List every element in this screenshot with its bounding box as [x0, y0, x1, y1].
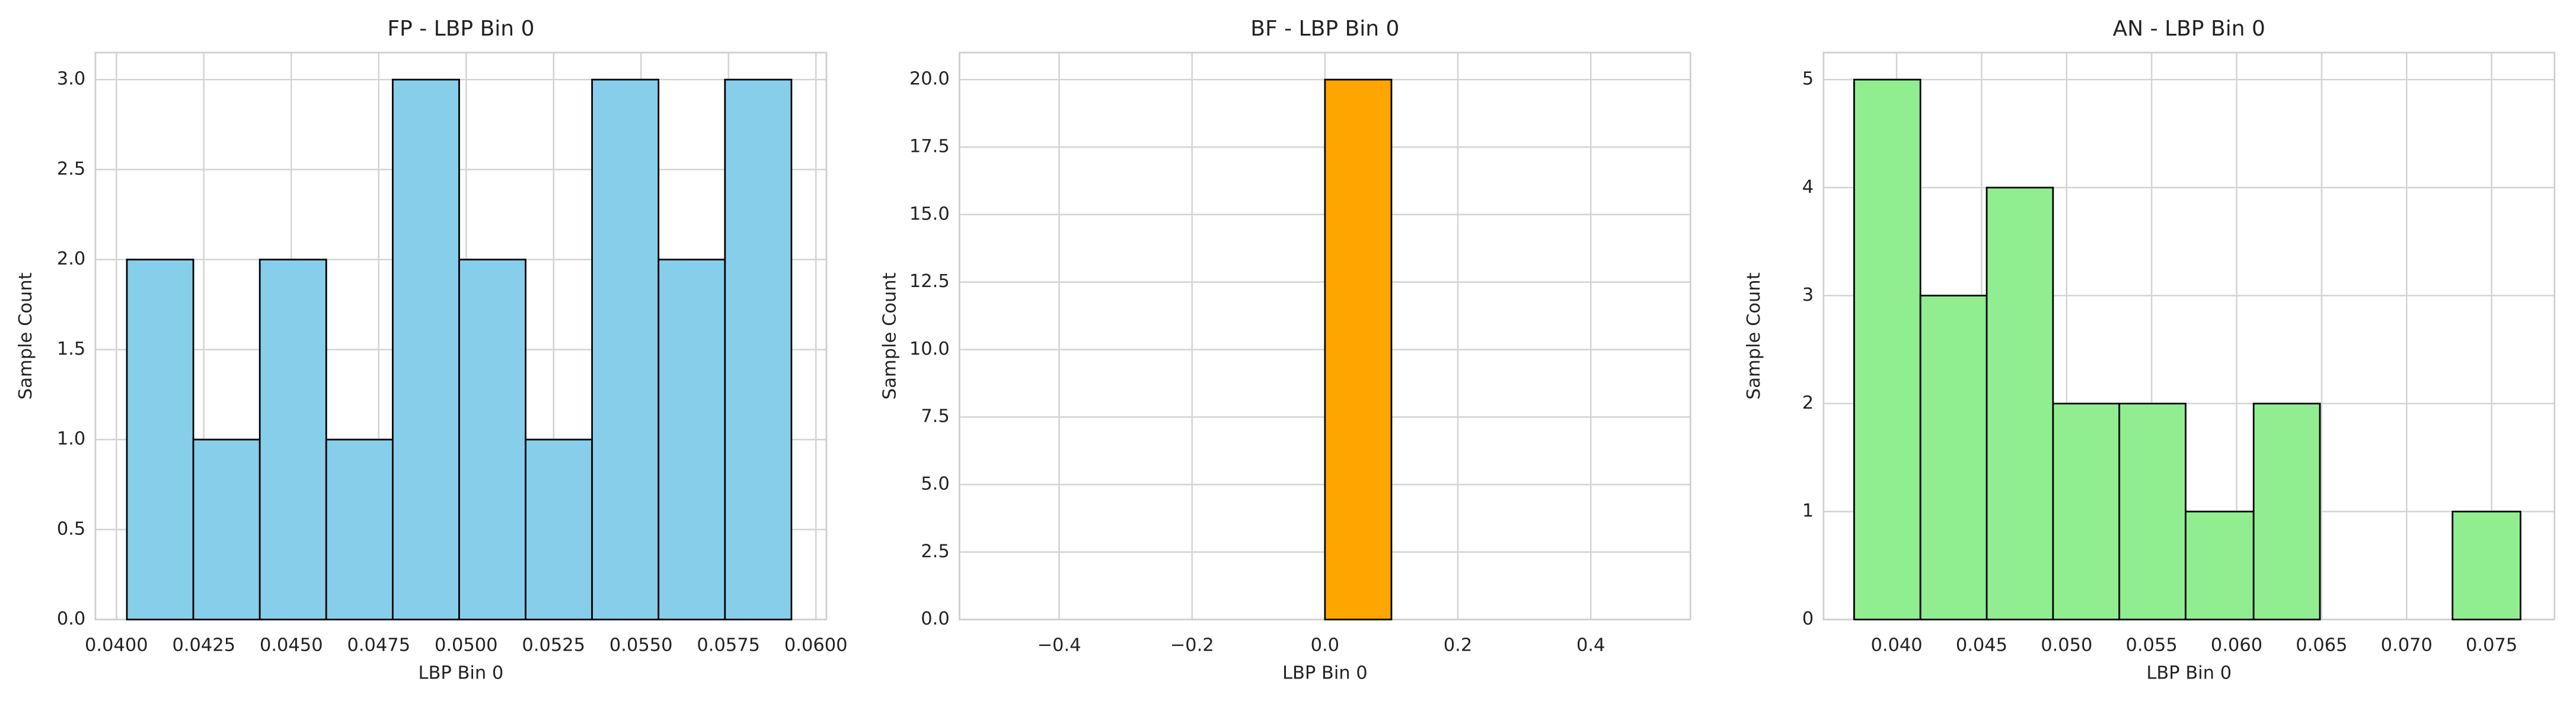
x-tick-label: 0.0525: [522, 635, 585, 655]
histogram-bar: [391, 78, 460, 620]
x-tick-label: 0.0550: [609, 635, 673, 655]
x-tick-label: 0.0425: [172, 635, 235, 655]
y-tick-label: 2.5: [921, 541, 949, 562]
x-tick-label: −0.2: [1170, 635, 1214, 655]
y-tick-label: 3.0: [57, 69, 85, 90]
y-tick-label: 12.5: [909, 271, 950, 292]
histogram-bar: [2185, 511, 2255, 620]
histogram-bar: [724, 78, 793, 620]
histogram-bar: [325, 438, 394, 620]
chart-title: BF - LBP Bin 0: [1250, 17, 1399, 41]
x-tick-label: 0.0: [1311, 635, 1339, 655]
y-tick-label: 5: [1802, 69, 1814, 90]
y-tick-label: 0.5: [57, 518, 85, 539]
histogram-bar: [591, 78, 660, 620]
histogram-bar: [126, 259, 194, 620]
y-tick-label: 20.0: [909, 69, 950, 90]
histogram-bar: [2118, 403, 2186, 620]
y-tick-label: 10.0: [909, 339, 950, 359]
x-tick-label: 0.075: [2466, 635, 2517, 655]
histogram-bar: [1986, 186, 2054, 620]
y-tick-label: 1: [1802, 501, 1814, 521]
x-tick-label: 0.050: [2041, 635, 2092, 655]
x-tick-label: 0.065: [2296, 635, 2347, 655]
x-tick-label: −0.4: [1037, 635, 1081, 655]
x-tick-label: 0.0575: [697, 635, 760, 655]
y-axis-label: Sample Count: [879, 272, 900, 399]
x-tick-label: 0.2: [1444, 635, 1472, 655]
y-tick-label: 3: [1802, 285, 1814, 305]
x-tick-label: 0.040: [1870, 635, 1922, 655]
y-tick-label: 7.5: [921, 406, 949, 427]
y-tick-label: 2.0: [57, 249, 85, 269]
histogram-bar: [2252, 403, 2321, 620]
x-tick-label: 0.060: [2211, 635, 2262, 655]
histogram-bar: [1853, 78, 1921, 620]
y-axis-label: Sample Count: [1744, 272, 1764, 399]
histogram-bar: [525, 438, 593, 620]
x-tick-label: 0.0400: [85, 635, 148, 655]
x-tick-label: 0.055: [2126, 635, 2178, 655]
x-axis-label: LBP Bin 0: [419, 663, 504, 684]
x-axis-label: LBP Bin 0: [2146, 663, 2232, 684]
histogram-bar: [2451, 511, 2521, 620]
y-tick-label: 0.0: [57, 609, 85, 629]
x-tick-label: 0.070: [2381, 635, 2433, 655]
y-tick-label: 15.0: [909, 203, 950, 224]
histogram-bar: [192, 438, 261, 620]
chart-title: AN - LBP Bin 0: [2113, 17, 2265, 41]
x-tick-label: 0.045: [1956, 635, 2007, 655]
y-tick-label: 1.5: [57, 339, 85, 359]
y-tick-label: 2.5: [57, 158, 85, 179]
y-tick-label: 0.0: [921, 609, 949, 629]
histogram-bar: [258, 259, 327, 620]
y-tick-label: 2: [1802, 393, 1814, 413]
x-tick-label: 0.0450: [260, 635, 323, 655]
histogram-bar: [458, 259, 526, 620]
histogram-bar: [657, 259, 726, 620]
x-tick-label: 0.4: [1576, 635, 1605, 655]
histogram-bar: [1324, 78, 1393, 620]
chart-title: FP - LBP Bin 0: [387, 17, 534, 41]
y-tick-label: 4: [1802, 177, 1814, 197]
x-axis-label: LBP Bin 0: [1282, 663, 1368, 684]
x-tick-label: 0.0600: [784, 635, 848, 655]
y-axis-label: Sample Count: [15, 272, 36, 399]
histogram-bar: [2052, 403, 2121, 620]
y-tick-label: 5.0: [921, 473, 949, 494]
x-tick-label: 0.0500: [435, 635, 498, 655]
y-tick-label: 1.0: [57, 429, 85, 450]
y-tick-label: 0: [1802, 609, 1814, 629]
y-tick-label: 17.5: [909, 136, 950, 157]
x-tick-label: 0.0475: [347, 635, 410, 655]
histogram-bar: [1919, 294, 1988, 620]
